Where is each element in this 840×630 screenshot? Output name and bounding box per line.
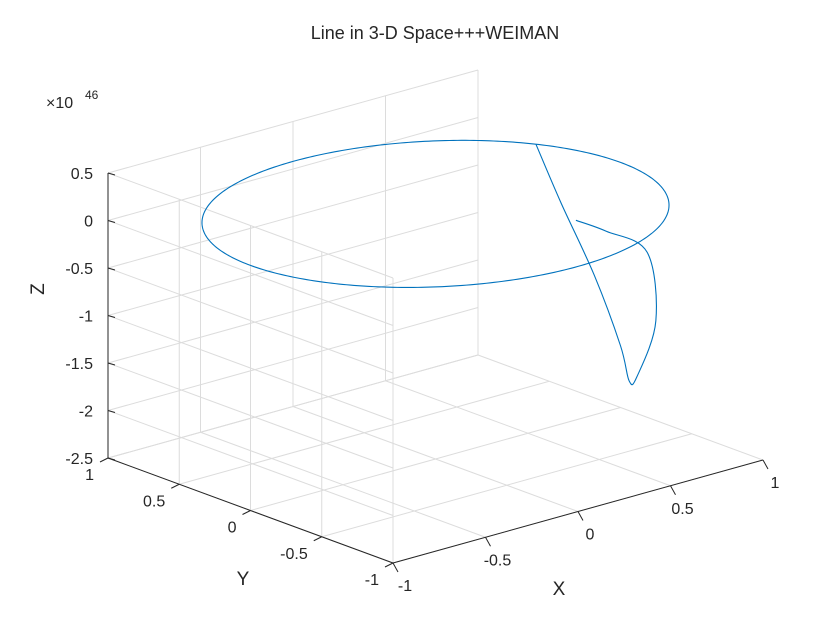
z-tick-mark	[107, 410, 116, 413]
z-tick-label: 0.5	[71, 166, 93, 183]
z-tick-mark	[107, 457, 116, 461]
x-tick-mark	[670, 485, 676, 495]
z-tick-mark	[107, 220, 116, 223]
x-tick-label: -0.5	[484, 552, 512, 569]
x-tick-mark	[485, 537, 491, 547]
grid-line-z-side	[107, 172, 394, 279]
x-tick-label: 1	[771, 475, 780, 492]
grid-line-z-side	[107, 410, 394, 516]
grid-line-y-floor	[179, 380, 550, 485]
y-tick-mark	[313, 536, 322, 542]
y-tick-label: -0.5	[280, 546, 308, 563]
y-tick-label: 0.5	[143, 493, 165, 510]
x-tick-label: 0.5	[671, 501, 693, 518]
x-axis-label: X	[553, 579, 566, 600]
grid-line-z-back	[107, 259, 479, 364]
z-tick-label: -1	[79, 309, 93, 326]
y-tick-mark	[242, 510, 251, 515]
y-tick-label: 0	[228, 520, 237, 537]
grid-line-z-back	[107, 212, 479, 316]
y-tick-label: 1	[85, 467, 94, 484]
z-tick-label: -2	[79, 404, 93, 421]
x-tick-mark	[762, 459, 769, 470]
grid-line-y-floor	[250, 407, 621, 511]
x-tick-mark	[577, 511, 584, 521]
x-tick-label: -1	[398, 578, 412, 595]
grid-line-z-back	[107, 307, 479, 411]
plot-area	[201, 139, 670, 386]
y-axis-label: Y	[237, 569, 250, 590]
grid-line-z-side	[107, 315, 394, 421]
grid-line-z-back	[107, 164, 479, 269]
grid-line-z-side	[107, 362, 394, 469]
grid-line-z-side	[107, 267, 394, 374]
z-exponent-power: 46	[85, 88, 99, 102]
grid-line-y-floor	[321, 433, 692, 538]
tick-labels: -1-0.500.51-1-0.500.51-2.5-2-1.5-1-0.500…	[65, 166, 779, 595]
chart-title: Line in 3-D Space+++WEIMAN	[311, 23, 560, 43]
axes-box	[107, 173, 764, 564]
grid-line-z-side	[107, 220, 394, 326]
z-tick-mark	[107, 315, 116, 318]
y-tick-mark	[171, 483, 180, 489]
series-line-loop	[535, 144, 657, 386]
y-tick-label: -1	[365, 572, 379, 589]
z-tick-label: 0	[84, 214, 93, 231]
z-tick-mark	[107, 172, 116, 176]
z-axis-label: Z	[28, 283, 49, 295]
z-tick-mark	[107, 267, 116, 271]
y-tick-mark	[99, 457, 109, 463]
z-tick-label: -2.5	[65, 451, 93, 468]
grid-line-z-back	[107, 117, 479, 221]
z-exponent-base: ×10	[46, 95, 73, 112]
grid-line-z-back	[107, 354, 479, 459]
grid	[107, 69, 764, 564]
grid-line-z-back	[107, 69, 479, 174]
y-tick-mark	[384, 562, 394, 568]
x-tick-mark	[392, 562, 399, 573]
z-exponent: ×10 46	[46, 88, 99, 112]
z-tick-mark	[107, 362, 116, 366]
series-line-circle	[201, 139, 670, 288]
z-tick-label: -1.5	[65, 356, 93, 373]
x-tick-label: 0	[586, 527, 595, 544]
z-tick-label: -0.5	[65, 261, 93, 278]
